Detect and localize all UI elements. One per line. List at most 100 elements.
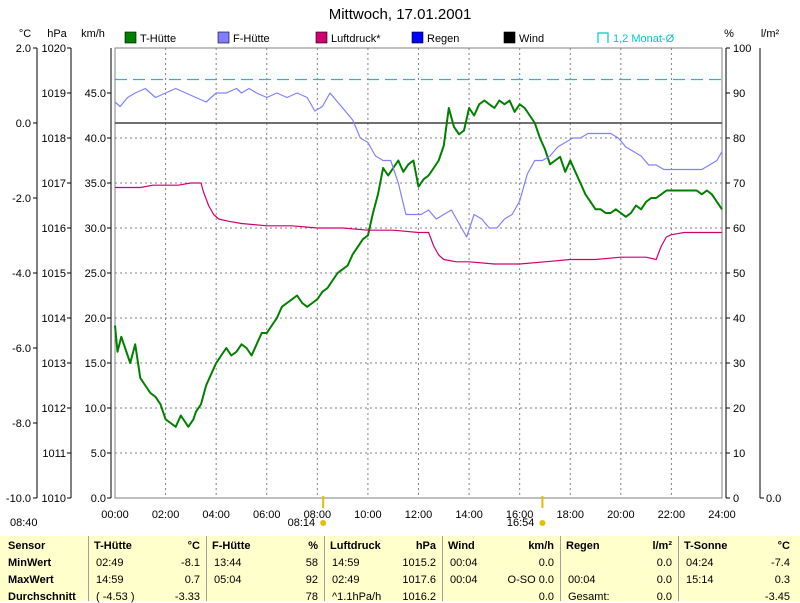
stats-cell-value: 1017.6 bbox=[402, 574, 436, 586]
series-line-fhtte bbox=[114, 87, 723, 238]
legend-label: Luftdruck* bbox=[331, 33, 381, 45]
axis-unit-pct: % bbox=[724, 28, 734, 40]
stats-cell-value: 0.0 bbox=[656, 574, 672, 586]
stats-cell-time: 02:49 bbox=[332, 574, 360, 586]
x-tick-label: 16:00 bbox=[506, 509, 534, 521]
kmh-tick-label: 10.0 bbox=[85, 403, 106, 415]
pct-tick-label: 100 bbox=[733, 43, 751, 55]
x-tick-label: 22:00 bbox=[658, 509, 686, 521]
chart-title: Mittwoch, 17.01.2001 bbox=[328, 6, 472, 23]
stats-cell-value: 58 bbox=[305, 557, 318, 569]
x-tick-label: 14:00 bbox=[455, 509, 483, 521]
kmh-tick-label: 5.0 bbox=[91, 448, 106, 460]
hpa-tick-label: 1019 bbox=[42, 88, 66, 100]
stats-cell-time: 14:59 bbox=[96, 574, 124, 586]
c-tick-label: -2.0 bbox=[12, 193, 31, 205]
legend-label: Regen bbox=[427, 33, 459, 45]
time-marker-label: 16:54 bbox=[507, 517, 535, 529]
x-tick-label: 06:00 bbox=[253, 509, 281, 521]
kmh-tick-label: 35.0 bbox=[85, 178, 106, 190]
time-marker-label: 08:14 bbox=[288, 517, 316, 529]
stats-cell-time: 00:04 bbox=[450, 557, 478, 569]
hpa-tick-label: 1018 bbox=[42, 133, 66, 145]
stats-cell-value: -8.1 bbox=[181, 557, 200, 569]
pct-tick-label: 70 bbox=[733, 178, 745, 190]
stats-separator bbox=[560, 536, 561, 601]
left-time-label: 08:40 bbox=[10, 517, 38, 529]
stats-row-label: MaxWert bbox=[8, 574, 54, 586]
pct-tick-label: 20 bbox=[733, 403, 745, 415]
weather-chart: 00:00 02:00 04:00 06:00 08:00 10:00 12:00 14:00… bbox=[6, 28, 781, 529]
axis-unit-lm2: l/m² bbox=[761, 28, 780, 40]
kmh-tick-label: 30.0 bbox=[85, 223, 106, 235]
x-tick-label: 02:00 bbox=[152, 509, 180, 521]
stats-section-name: Wind bbox=[448, 540, 475, 552]
c-tick-label: -10.0 bbox=[6, 493, 31, 505]
pct-tick-label: 0 bbox=[733, 493, 739, 505]
stats-cell-time: 04:24 bbox=[686, 557, 714, 569]
x-tick-label: 10:00 bbox=[354, 509, 382, 521]
stats-section-unit: l/m² bbox=[652, 540, 672, 552]
c-tick-label: -6.0 bbox=[12, 343, 31, 355]
c-tick-label: 2.0 bbox=[16, 43, 31, 55]
series-line-thtte bbox=[114, 99, 723, 428]
kmh-tick-label: 40.0 bbox=[85, 133, 106, 145]
x-tick-label: 00:00 bbox=[101, 509, 129, 521]
pct-tick-label: 50 bbox=[733, 268, 745, 280]
stats-cell-value: 78 bbox=[305, 591, 318, 603]
stats-cell-value: 0.0 bbox=[538, 591, 554, 603]
stats-cell-time: 00:04 bbox=[568, 574, 596, 586]
legend-label: 1,2 Monat-Ø bbox=[613, 33, 675, 45]
stats-cell-value: 0.3 bbox=[774, 574, 790, 586]
stats-cell-time: 15:14 bbox=[686, 574, 714, 586]
x-tick-label: 24:00 bbox=[708, 509, 736, 521]
series-line-luftdruck bbox=[115, 182, 722, 265]
stats-section-unit: km/h bbox=[528, 540, 554, 552]
stats-cell-time: 13:44 bbox=[214, 557, 242, 569]
stats-separator bbox=[442, 536, 443, 601]
c-tick-label: -8.0 bbox=[12, 418, 31, 430]
kmh-tick-label: 15.0 bbox=[85, 358, 106, 370]
x-tick-label: 08:00 bbox=[304, 509, 332, 521]
stats-section-unit: °C bbox=[777, 540, 790, 552]
x-tick-label: 04:00 bbox=[202, 509, 230, 521]
stats-cell-time: Gesamt: bbox=[568, 591, 610, 603]
stats-section-name: Luftdruck bbox=[330, 540, 381, 552]
pct-tick-label: 80 bbox=[733, 133, 745, 145]
legend-label: T-Hütte bbox=[140, 33, 176, 45]
stats-section-name: Regen bbox=[566, 540, 600, 552]
kmh-tick-label: 20.0 bbox=[85, 313, 106, 325]
stats-cell-value: 1016.2 bbox=[402, 591, 436, 603]
pct-tick-label: 10 bbox=[733, 448, 745, 460]
stats-cell-time: 00:04 bbox=[450, 574, 478, 586]
stats-separator bbox=[324, 536, 325, 601]
kmh-tick-label: 0.0 bbox=[91, 493, 106, 505]
stats-cell-value: -3.33 bbox=[174, 591, 200, 603]
legend-swatch bbox=[124, 31, 137, 44]
hpa-tick-label: 1013 bbox=[42, 358, 66, 370]
stats-cell-time: ( -4.53 ) bbox=[96, 591, 135, 603]
stats-cell-value: -7.4 bbox=[771, 557, 790, 569]
stats-section-unit: % bbox=[308, 540, 318, 552]
hpa-tick-label: 1011 bbox=[42, 448, 66, 460]
stats-section-name: T-Hütte bbox=[94, 540, 132, 552]
stats-cell-value: 0.7 bbox=[184, 574, 200, 586]
stats-cell-time: 05:04 bbox=[214, 574, 242, 586]
legend-swatch bbox=[315, 31, 328, 44]
stats-separator bbox=[206, 536, 207, 601]
x-tick-label: 12:00 bbox=[405, 509, 433, 521]
stats-panel bbox=[0, 536, 800, 601]
stats-cell-value: 1015.2 bbox=[402, 557, 436, 569]
legend-label: F-Hütte bbox=[233, 33, 270, 45]
axis-unit-hpa: hPa bbox=[47, 28, 67, 40]
stats-cell-value: -3.45 bbox=[764, 591, 790, 603]
stats-cell-value: O-SO 0.0 bbox=[507, 574, 554, 586]
stats-separator bbox=[678, 536, 679, 601]
pct-tick-label: 90 bbox=[733, 88, 745, 100]
hpa-tick-label: 1020 bbox=[42, 43, 66, 55]
axis-unit-kmh: km/h bbox=[81, 28, 105, 40]
kmh-tick-label: 25.0 bbox=[85, 268, 106, 280]
stats-cell-value: 92 bbox=[305, 574, 318, 586]
pct-tick-label: 60 bbox=[733, 223, 745, 235]
stats-cell-time: 14:59 bbox=[332, 557, 360, 569]
